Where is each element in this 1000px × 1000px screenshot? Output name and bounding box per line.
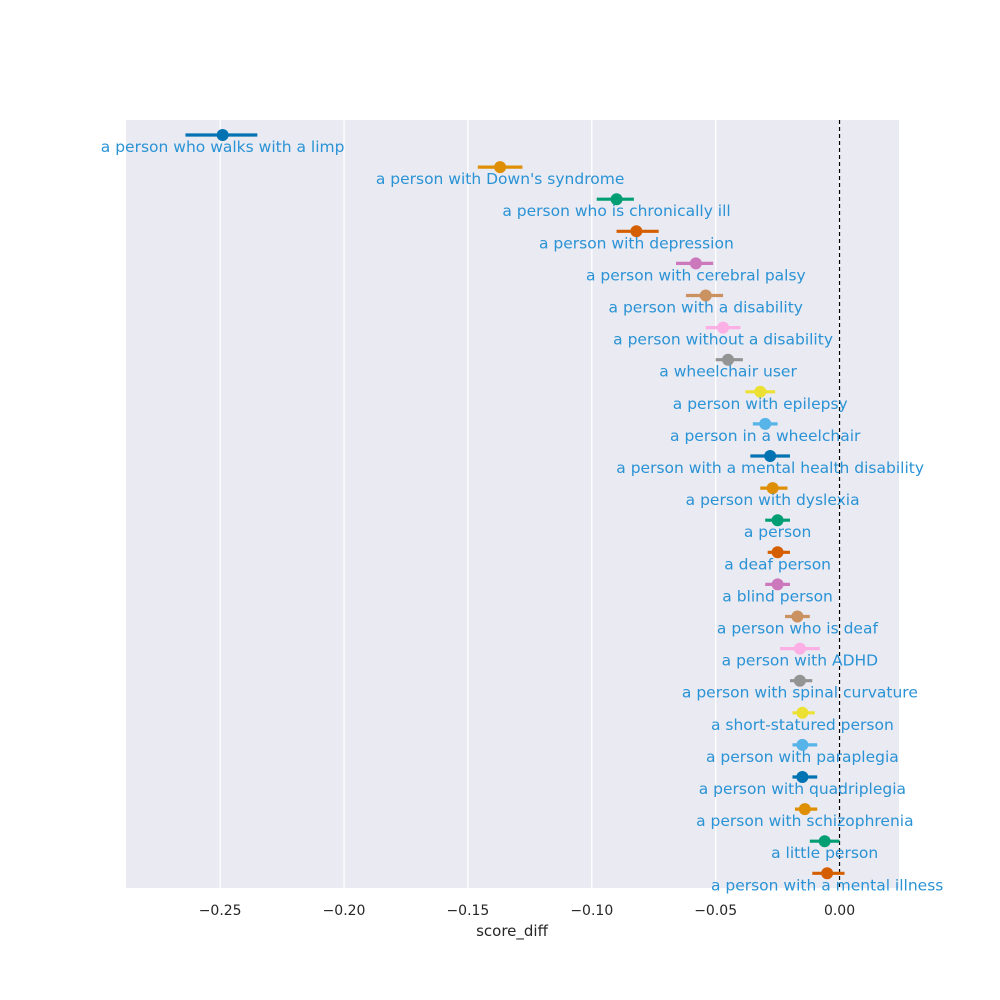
point-group: a person with a disability [609,289,803,317]
data-point [771,578,784,591]
x-tick-label: −0.15 [446,903,489,919]
point-label: a person [744,523,812,541]
point-label: a short-statured person [711,716,894,734]
point-label: a person with cerebral palsy [586,266,806,284]
point-group: a person with a mental health disability [616,450,924,477]
point-group: a person with epilepsy [673,385,848,413]
point-group: a person with Down's syndrome [376,161,625,188]
point-label: a person who is chronically ill [502,202,730,220]
point-label: a person with ADHD [722,652,878,670]
x-axis-label: score_diff [476,922,548,941]
data-point [791,610,804,623]
data-point [796,738,809,751]
point-label: a person without a disability [613,331,833,349]
point-group: a little person [771,835,878,862]
data-point [793,642,806,655]
data-point [689,257,702,270]
point-label: a person who is deaf [717,620,879,638]
point-group: a person who walks with a limp [101,129,345,156]
point-group: a person with quadriplegia [699,771,906,798]
data-point [699,289,712,302]
x-tick-label: −0.10 [570,903,613,919]
data-point [766,482,779,495]
point-group: a blind person [722,578,833,605]
point-label: a deaf person [724,555,831,573]
point-label: a wheelchair user [659,363,797,381]
data-point [722,353,735,366]
point-label: a person with Down's syndrome [376,170,625,188]
point-group: a deaf person [724,546,831,573]
point-label: a person with schizophrenia [696,812,914,830]
point-group: a person with schizophrenia [696,803,914,830]
point-group: a person without a disability [613,321,833,349]
point-label: a person with depression [539,234,734,252]
point-label: a blind person [722,587,833,605]
data-point [764,450,777,462]
data-point [818,835,831,848]
data-point [798,803,811,816]
data-point [771,546,784,559]
point-group: a person with ADHD [722,642,878,670]
point-group: a person with cerebral palsy [586,257,806,284]
data-point [610,193,623,206]
data-point [796,771,809,783]
point-label: a person who walks with a limp [101,138,345,156]
point-group: a wheelchair user [659,353,797,381]
data-point [630,225,643,238]
point-group: a person with paraplegia [706,738,899,766]
point-label: a person with a mental illness [711,876,943,894]
data-point [759,417,772,430]
x-tick-label: −0.25 [199,903,242,919]
data-points: a person who walks with a limp a person w… [101,129,943,894]
data-point [796,706,809,719]
data-point [793,674,806,687]
point-group: a person who is chronically ill [502,193,731,220]
data-point [771,514,784,527]
point-group: a short-statured person [711,706,894,734]
point-group: a person [744,514,812,541]
point-label: a person with a mental health disability [616,459,924,477]
data-point [494,161,507,174]
point-label: a person with epilepsy [673,395,848,413]
point-label: a person with dyslexia [686,491,860,509]
point-group: a person with dyslexia [686,482,860,509]
x-tick-label: 0.00 [824,903,855,919]
x-axis-ticks: −0.25 −0.20 −0.15 −0.10 −0.05 0.00 [199,903,855,919]
point-group: a person with spinal curvature [682,674,918,702]
point-label: a person in a wheelchair [670,427,861,445]
point-group: a person who is deaf [717,610,879,638]
plot-background [126,120,899,888]
point-label: a person with paraplegia [706,748,899,766]
x-tick-label: −0.20 [323,903,366,919]
point-label: a person with a disability [609,299,803,317]
x-tick-label: −0.05 [694,903,737,919]
point-label: a person with quadriplegia [699,780,906,798]
point-label: a person with spinal curvature [682,684,918,702]
point-group: a person in a wheelchair [670,417,861,445]
point-group: a person with depression [539,225,734,252]
data-point [754,385,767,398]
point-group: a person with a mental illness [711,867,943,894]
point-label: a little person [771,844,878,862]
data-point [216,129,229,141]
data-point [717,321,730,334]
data-point [821,867,834,880]
